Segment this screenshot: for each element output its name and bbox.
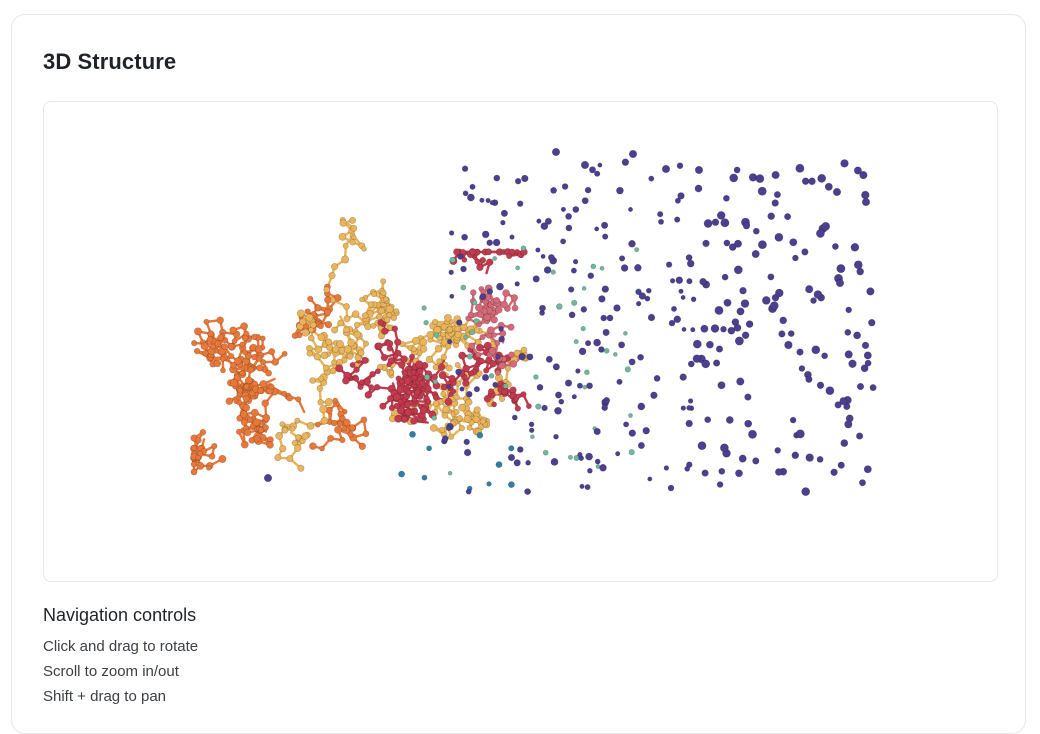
molecule-render bbox=[44, 102, 998, 582]
control-zoom-hint: Scroll to zoom in/out bbox=[43, 663, 179, 680]
structure-card: 3D Structure Navigation controls Click a… bbox=[11, 14, 1026, 734]
control-pan-hint: Shift + drag to pan bbox=[43, 688, 166, 705]
molecule-atoms bbox=[190, 148, 876, 496]
control-rotate-hint: Click and drag to rotate bbox=[43, 638, 198, 655]
molecule-viewer-canvas[interactable] bbox=[43, 101, 998, 582]
navigation-controls-title: Navigation controls bbox=[43, 605, 196, 626]
card-title: 3D Structure bbox=[43, 49, 176, 75]
